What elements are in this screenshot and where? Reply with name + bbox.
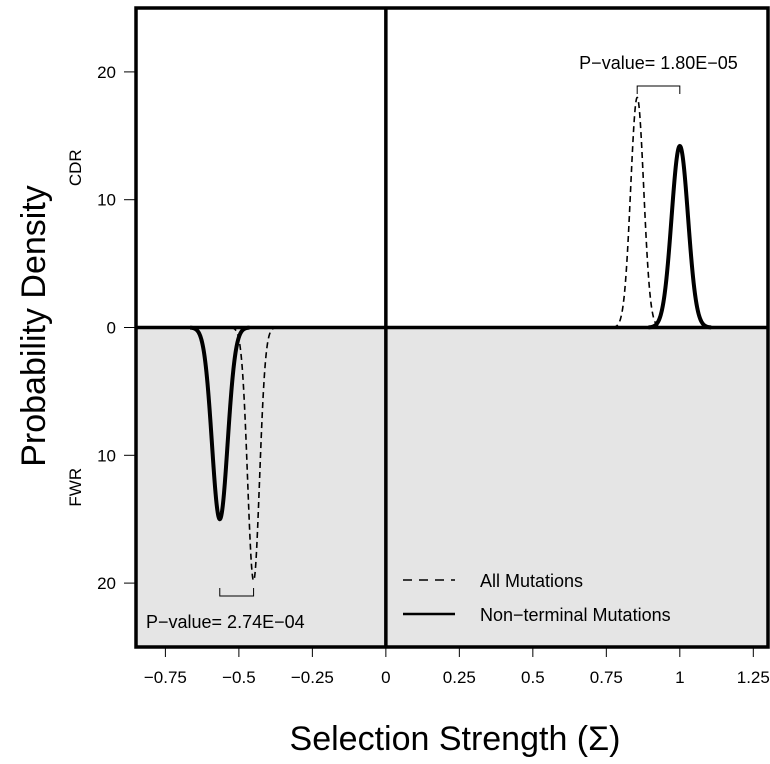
x-tick-label: −0.75 xyxy=(144,668,187,687)
series-curve-cdr-non-terminal-mutations xyxy=(648,143,712,330)
y-axis-title: Probability Density xyxy=(15,185,53,467)
fwr-panel-background xyxy=(136,327,768,647)
legend-label-all-mutations: All Mutations xyxy=(480,571,583,591)
x-tick-label: 1 xyxy=(675,668,684,687)
y-tick-label: 20 xyxy=(97,63,116,82)
x-tick-label: 0.75 xyxy=(590,668,623,687)
y-tick-label: 0 xyxy=(107,319,116,338)
series-curve-cdr-all-mutations xyxy=(612,96,663,329)
y-tick-label: 20 xyxy=(97,574,116,593)
panel-label-fwr: FWR xyxy=(66,468,85,507)
p-value-bracket-cdr xyxy=(636,85,681,94)
p-value-bracket-fwr xyxy=(219,588,255,597)
p-value-label-fwr: P−value= 2.74E−04 xyxy=(146,612,305,632)
x-axis-title: Selection Strength (Σ) xyxy=(290,720,621,758)
panel-label-cdr: CDR xyxy=(66,149,85,186)
x-tick-label: 0 xyxy=(381,668,390,687)
x-tick-label: 1.25 xyxy=(737,668,770,687)
legend-label-non-terminal-mutations: Non−terminal Mutations xyxy=(480,605,671,625)
series-curve-fwr-non-terminal-mutations xyxy=(189,325,250,522)
p-value-label-cdr: P−value= 1.80E−05 xyxy=(579,53,738,73)
x-tick-label: −0.25 xyxy=(291,668,334,687)
y-tick-label: 10 xyxy=(97,191,116,210)
y-tick-label: 10 xyxy=(97,446,116,465)
x-tick-label: 0.5 xyxy=(521,668,545,687)
x-tick-label: 0.25 xyxy=(443,668,476,687)
x-tick-label: −0.5 xyxy=(222,668,256,687)
